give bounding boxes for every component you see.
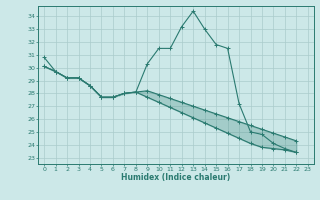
X-axis label: Humidex (Indice chaleur): Humidex (Indice chaleur) xyxy=(121,173,231,182)
